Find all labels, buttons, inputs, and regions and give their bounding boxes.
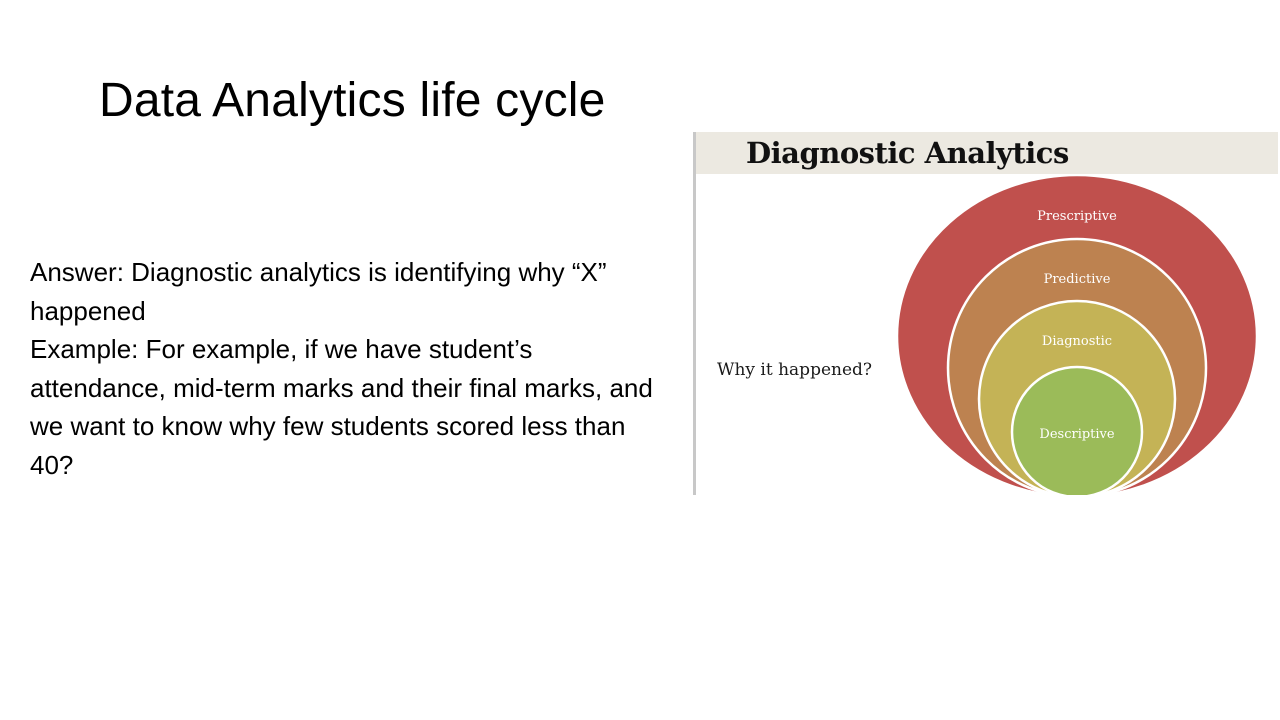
example-paragraph: Example: For example, if we have student… — [30, 334, 653, 480]
body-text: Answer: Diagnostic analytics is identify… — [30, 253, 670, 484]
ring-descriptive — [1010, 365, 1144, 495]
why-it-happened-label: Why it happened? — [717, 360, 872, 380]
figure-left-rule — [693, 132, 696, 495]
label-prescriptive: Prescriptive — [1037, 209, 1117, 224]
nested-circles-diagram: Prescriptive Predictive Diagnostic Descr… — [717, 174, 1259, 495]
figure-header-band: Diagnostic Analytics — [696, 132, 1278, 174]
label-diagnostic: Diagnostic — [1042, 334, 1112, 349]
label-descriptive: Descriptive — [1039, 427, 1114, 442]
diagnostic-analytics-figure: Diagnostic Analytics Prescriptive Predic… — [693, 132, 1280, 495]
answer-paragraph: Answer: Diagnostic analytics is identify… — [30, 257, 607, 326]
figure-heading: Diagnostic Analytics — [746, 136, 1069, 170]
slide-title: Data Analytics life cycle — [99, 74, 606, 127]
label-predictive: Predictive — [1044, 272, 1111, 287]
